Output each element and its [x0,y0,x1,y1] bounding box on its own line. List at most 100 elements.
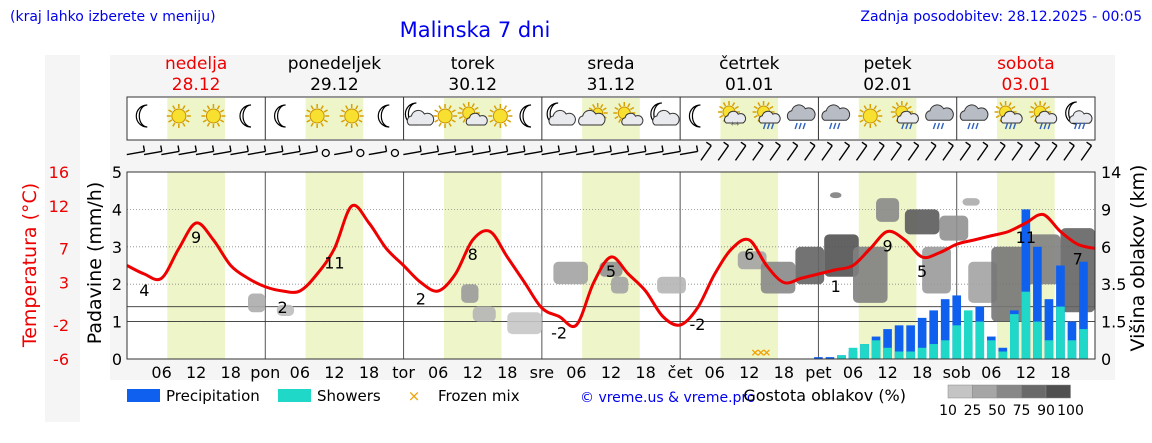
wind-barb-flag [965,141,971,147]
rain-drop [901,122,905,130]
density-tick: 25 [964,403,982,419]
wind-barb-flag [695,145,699,152]
cloud-patch [248,293,266,313]
wind-barb-flag [281,145,284,152]
sun-ray [503,105,508,110]
cloud-patch [1060,228,1095,313]
wind-barb-icon [645,150,664,156]
sun-ray [462,118,466,123]
sun-disc [862,108,878,124]
rain-cloud-icon [925,104,954,130]
wind-barb-icon [821,145,833,161]
sun-ray [306,119,311,123]
cloud-height-tick: 9 [1101,200,1111,219]
sun-ray [995,114,1000,119]
cloud-patch [472,306,496,322]
sun-ray [493,122,498,127]
sun-ray [592,103,596,109]
sun-ray [310,105,314,110]
wind-barb-flag [540,145,543,152]
wind-barb-flag [982,141,989,147]
credit-link[interactable]: © vreme.us & vreme.pro [580,390,755,406]
wind-barb-icon [506,150,525,156]
cloud-shape [1035,110,1058,124]
wind-barb-icon [662,150,681,156]
sun-icon [305,104,330,128]
wind-barb-flag [878,141,885,147]
sun-ray [1008,102,1012,107]
wind-barb-flag [1068,141,1075,147]
hour-tick: 18 [497,363,517,382]
page-title: Malinska 7 dni [400,18,551,42]
sun-ray [600,103,604,109]
wind-barb-icon [679,150,698,156]
sun-ray [1042,102,1047,107]
showers-bar [975,321,985,359]
hour-tick: 12 [601,363,621,382]
day-date: 30.12 [448,75,497,95]
wind-barb-flag [609,145,612,152]
wind-barb-flag [384,145,388,152]
location-note[interactable]: (kraj lahko izberete v meniju) [10,9,216,25]
density-tick: 10 [939,403,957,419]
sun-ray [618,103,622,108]
cloud-density-label: Gostota oblakov (%) [743,386,906,405]
wind-barb-flag [419,145,422,152]
plot-frame [126,171,1096,360]
sun-ray [462,103,466,108]
sun-icon [488,104,513,128]
wind-barb-flag [626,145,630,152]
temperature-tick: 16 [49,163,69,182]
hour-tick: 12 [877,363,897,382]
sun-ray [489,109,494,113]
day-date: 29.12 [310,75,359,95]
wind-barb-flag [315,145,319,152]
sun-ray [489,119,494,123]
cloud-height-tick: 0 [1101,350,1111,369]
wind-barb-icon [247,150,266,156]
temperature-label: 9 [191,228,201,247]
sun-ray [627,103,631,108]
moon-shape [274,104,286,128]
wind-barb-flag [523,145,526,152]
cloud-patch [276,304,295,316]
sun-ray [185,109,190,113]
temperature-tick: -2 [53,316,69,335]
sun-cloud-icon [457,102,488,126]
sun-ray [719,114,724,119]
wind-barb-icon [455,150,474,156]
sun-ray [340,109,346,113]
sun-ray [168,109,173,113]
sun-ray [602,107,607,111]
wind-barb-flag [160,145,163,152]
frozen-mix-marker: × [762,346,771,359]
density-swatch [972,384,998,399]
sun-rain-icon [890,101,919,130]
sun-ray [859,109,864,113]
precipitation-bar [1044,299,1054,359]
precipitation-bar [1033,246,1042,359]
density-swatch [1045,384,1071,399]
sun-ray [719,105,724,110]
temperature-label: 5 [917,262,927,281]
moon-shape [239,104,252,128]
temperature-tick: 7 [59,240,69,259]
density-tick: 50 [988,403,1006,419]
sun-ray [999,102,1003,107]
wind-barb-icon [143,150,162,156]
precipitation-bar [940,299,950,359]
wind-barb-icon [610,150,629,156]
sun-ray [995,105,1000,110]
wind-barb-flag [592,145,595,152]
day-date: 01.01 [725,75,774,95]
calm-wind-icon [356,148,365,158]
wind-barb-icon [700,145,712,161]
rain-drop [1012,122,1017,130]
hour-tick: 06 [151,363,171,382]
precipitation-bar [825,357,835,359]
cloud-height-tick: 1.5 [1101,313,1126,332]
hour-tick: 06 [843,363,863,382]
cloud-shape [758,110,781,124]
frozen-mix-markers: ××× [750,346,771,359]
sun-ray [757,102,761,107]
